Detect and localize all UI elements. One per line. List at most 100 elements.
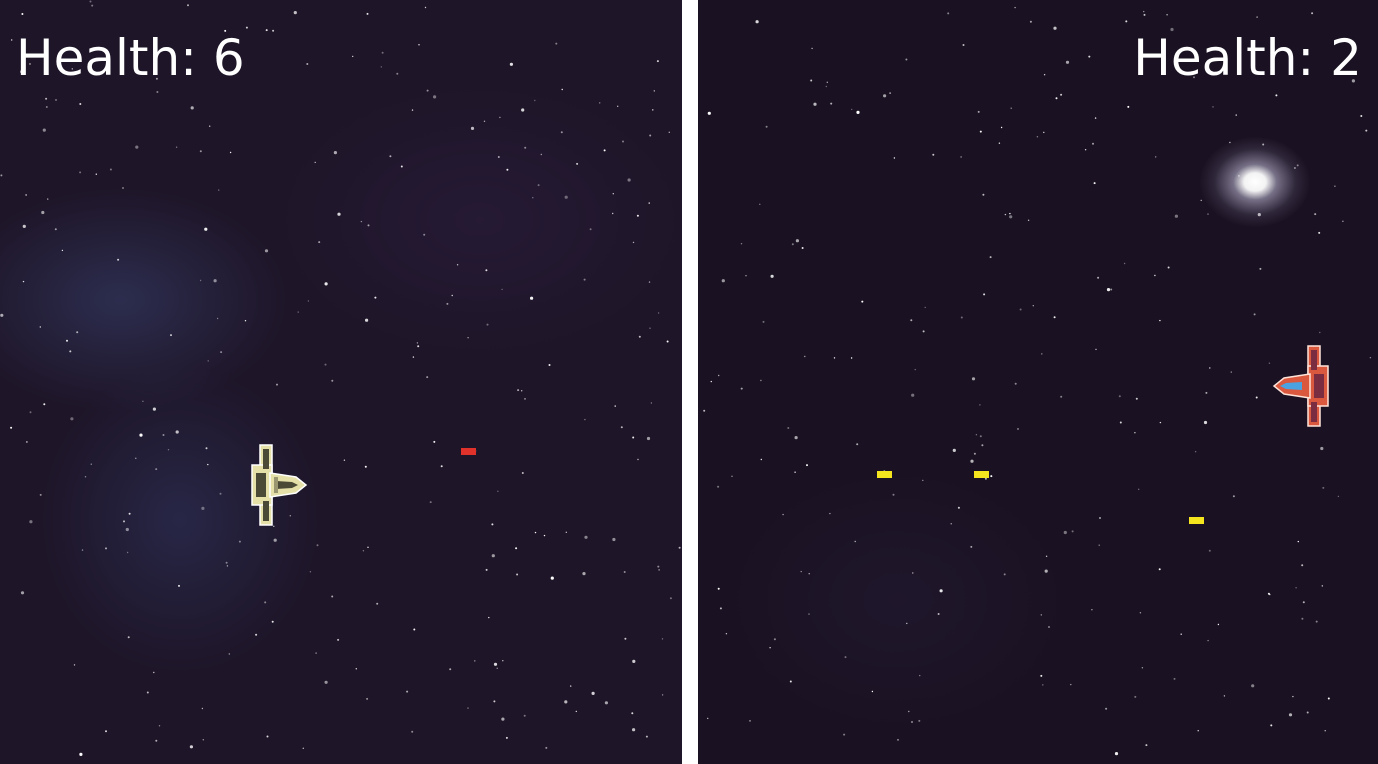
background-star [1017,428,1019,430]
background-star [127,636,130,639]
background-star [135,457,137,459]
background-star [1208,549,1211,552]
background-star [908,710,910,713]
background-star [905,58,908,61]
background-star [1269,593,1271,596]
background-star [155,739,158,742]
background-star [0,174,3,177]
background-star [152,407,156,411]
background-star [1342,220,1344,222]
background-star [636,214,639,217]
background-star [1045,555,1048,557]
background-star [153,671,155,674]
background-star [364,465,367,468]
yellow-spaceship-icon [251,444,308,526]
background-star [843,733,846,736]
background-star [1070,683,1072,686]
background-star [804,355,806,358]
background-star [187,4,189,7]
background-star [315,652,317,654]
background-star [516,573,519,576]
background-star [897,739,899,741]
background-star [117,258,120,261]
background-star [1193,76,1195,79]
background-star [1170,27,1174,32]
background-star [433,440,436,443]
background-star [266,735,269,738]
background-star [1318,231,1321,234]
background-star [1337,495,1340,498]
red-bullet [461,448,476,455]
background-star [1167,266,1170,269]
background-star [1094,117,1097,119]
background-star [861,300,864,303]
background-star [309,571,312,573]
background-star [1127,105,1130,108]
background-star [740,243,743,245]
background-star [707,111,711,115]
background-star [707,717,709,720]
background-star [497,490,499,492]
background-star [970,545,973,548]
yellow-bullet [877,471,892,478]
background-star [485,269,488,272]
background-star [199,279,202,282]
background-star [632,659,636,664]
background-star [47,198,49,200]
background-star [1251,684,1255,688]
background-star [213,279,217,283]
background-star [1055,97,1058,100]
background-star [981,444,984,447]
background-star [657,565,660,568]
background-star [922,330,925,333]
background-star [1027,219,1030,221]
background-star [1207,213,1209,215]
background-star [856,110,860,114]
background-star [1159,319,1161,322]
background-star [1053,26,1057,30]
background-star [1135,397,1138,400]
background-star [367,546,369,548]
background-star [791,243,794,246]
background-star [273,538,277,542]
background-star [1000,126,1003,129]
background-star [426,376,429,379]
background-star [1125,20,1128,23]
background-star [365,318,369,322]
background-star [316,544,319,547]
background-star [204,227,208,231]
background-star [1155,156,1157,158]
background-star [70,417,74,421]
background-star [983,293,986,296]
background-star [638,335,641,338]
background-star [175,146,178,148]
background-star [374,296,377,299]
background-star [893,157,896,159]
background-star [1324,730,1326,732]
background-star [61,249,64,252]
background-star [502,660,504,662]
background-star [228,653,230,655]
bright-star-icon [1200,137,1310,227]
background-star [1042,684,1044,686]
background-star [911,721,913,723]
background-star [219,492,222,495]
background-star [652,109,654,111]
background-star [156,91,159,93]
background-star [42,128,46,132]
background-star [178,584,180,587]
background-star [623,571,626,573]
background-star [762,320,765,323]
background-star [1275,94,1278,97]
background-star [273,525,275,527]
background-star [612,212,614,215]
background-star [719,607,722,610]
background-star [1134,695,1137,698]
background-star [656,60,659,63]
background-star [1139,612,1142,614]
background-star [79,103,82,105]
background-star [906,622,908,625]
background-star [451,294,453,297]
background-star [29,63,31,65]
background-star [648,281,651,283]
